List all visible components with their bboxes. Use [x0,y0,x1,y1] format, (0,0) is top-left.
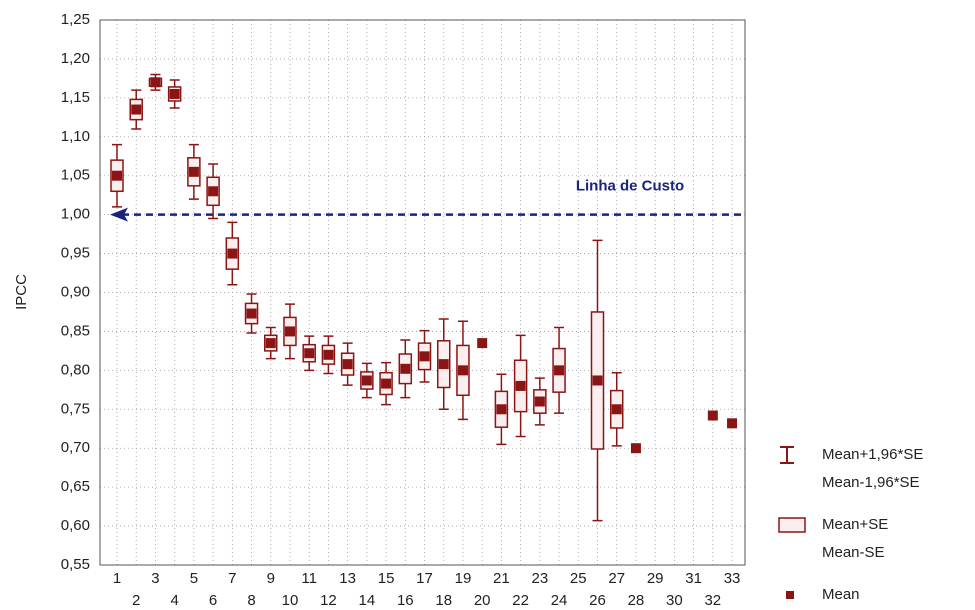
mean-marker [150,77,161,88]
x-tick-label: 26 [589,592,606,609]
y-tick-label: 1,20 [61,50,90,67]
x-tick-label: 13 [339,570,356,587]
y-tick-label: 0,65 [61,478,90,495]
y-tick-label: 0,80 [61,361,90,378]
x-tick-label: 20 [474,592,491,609]
y-tick-label: 0,90 [61,283,90,300]
x-tick-label: 17 [416,570,433,587]
x-tick-label: 5 [190,570,198,587]
y-tick-label: 0,55 [61,556,90,573]
legend-ci-icon [780,446,794,464]
legend-label: Mean+SE [822,516,888,533]
x-tick-label: 16 [397,592,414,609]
mean-marker [188,166,199,177]
mean-marker [611,404,622,415]
mean-marker [496,404,507,415]
x-tick-label: 14 [359,592,376,609]
mean-marker [534,396,545,407]
mean-marker [419,351,430,362]
reference-label: Linha de Custo [576,178,684,195]
x-tick-label: 28 [628,592,645,609]
plot-frame [99,19,746,566]
x-tick-label: 2 [132,592,140,609]
y-tick-label: 1,25 [61,11,90,28]
reference-arrow [110,207,128,222]
x-tick-label: 8 [247,592,255,609]
mean-marker [400,363,411,374]
x-tick-label: 6 [209,592,217,609]
mean-marker [361,375,372,386]
x-tick-label: 30 [666,592,683,609]
legend-mean-icon [786,591,794,599]
mean-marker [246,308,257,319]
mean-marker [169,88,180,99]
mean-marker [630,443,641,454]
y-tick-label: 1,00 [61,206,90,223]
y-tick-label: 0,60 [61,517,90,534]
x-tick-label: 22 [512,592,529,609]
y-tick-label: 0,95 [61,245,90,262]
y-tick-label: 0,75 [61,400,90,417]
x-tick-label: 9 [267,570,275,587]
mean-marker [284,326,295,337]
x-tick-label: 4 [170,592,178,609]
mean-marker [265,338,276,349]
mean-marker [381,378,392,389]
x-tick-label: 12 [320,592,337,609]
x-tick-label: 21 [493,570,510,587]
y-tick-label: 0,85 [61,322,90,339]
x-tick-label: 19 [455,570,472,587]
mean-marker [208,186,219,197]
legend-se-icon [778,517,806,533]
mean-marker [304,348,315,359]
legend-label: Mean [822,586,860,603]
x-tick-label: 29 [647,570,664,587]
mean-marker [112,170,122,181]
mean-marker [323,349,334,360]
mean-marker [131,104,142,115]
mean-marker [727,418,738,429]
legend-label: Mean-1,96*SE [822,474,920,491]
x-tick-label: 3 [151,570,159,587]
y-axis-label: IPCC [13,274,30,310]
x-tick-label: 11 [301,570,317,587]
y-tick-label: 0,70 [61,439,90,456]
y-tick-label: 1,05 [61,167,90,184]
x-tick-label: 24 [551,592,568,609]
mean-marker [227,248,238,259]
mean-marker [554,365,565,376]
x-tick-label: 1 [113,570,121,587]
y-tick-label: 1,10 [61,128,90,145]
mean-marker [438,359,449,370]
x-tick-label: 25 [570,570,587,587]
x-tick-label: 23 [531,570,548,587]
x-tick-label: 33 [724,570,741,587]
x-tick-label: 27 [608,570,625,587]
x-tick-label: 32 [704,592,721,609]
mean-marker [457,365,468,376]
x-tick-label: 15 [378,570,395,587]
x-tick-label: 18 [435,592,452,609]
x-tick-label: 10 [282,592,299,609]
mean-marker [477,338,488,349]
mean-marker [707,410,718,421]
x-tick-label: 7 [228,570,236,587]
y-tick-label: 1,15 [61,89,90,106]
mean-marker [515,380,526,391]
mean-marker [342,359,353,370]
legend-label: Mean+1,96*SE [822,446,923,463]
legend: Mean+1,96*SE Mean-1,96*SE Mean+SE Mean-S… [778,446,923,603]
legend-label: Mean-SE [822,544,885,561]
x-tick-label: 31 [685,570,702,587]
mean-marker [592,375,603,386]
